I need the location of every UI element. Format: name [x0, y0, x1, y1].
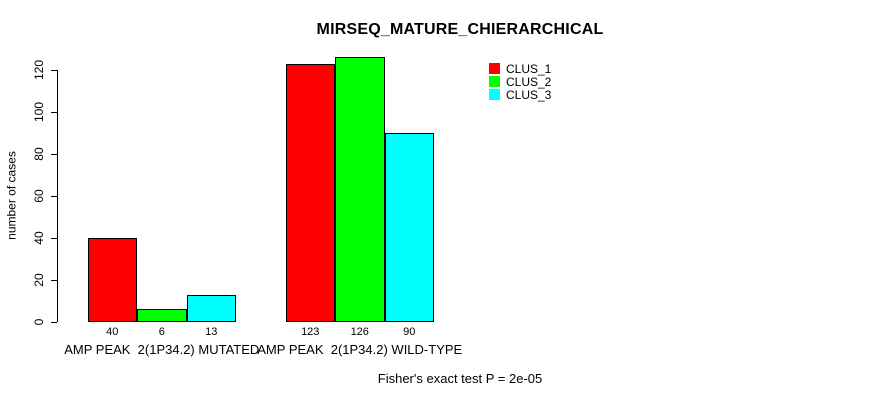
y-axis-tick-label: 0 [32, 318, 46, 326]
bar-value-label: 123 [301, 326, 320, 338]
legend-item-clus_2: CLUS_2 [489, 74, 552, 89]
chart-title: MIRSEQ_MATURE_CHIERARCHICAL [316, 21, 604, 38]
bar-clus_1-group1 [87, 238, 137, 322]
legend: CLUS_1 CLUS_2 CLUS_3 [489, 61, 552, 102]
y-axis-tick-mark [51, 237, 57, 239]
legend-label: CLUS_1 [506, 61, 552, 76]
y-axis-tick-mark [51, 69, 57, 71]
y-axis-label: number of cases [4, 151, 19, 240]
bar-value-label: 40 [106, 326, 119, 338]
legend-label: CLUS_3 [506, 87, 552, 102]
legend-label: CLUS_2 [506, 74, 552, 89]
bar-value-label: 6 [158, 326, 165, 338]
bar-clus_2-group2 [335, 57, 385, 322]
y-axis-tick-mark [51, 195, 57, 197]
legend-item-clus_1: CLUS_1 [489, 61, 552, 76]
legend-item-clus_3: CLUS_3 [489, 87, 552, 102]
y-axis-tick-mark [51, 279, 57, 281]
bar-value-label: 126 [350, 326, 369, 338]
y-axis-tick-label: 60 [32, 189, 46, 203]
y-axis-tick-label: 100 [32, 101, 46, 123]
bar-value-label: 90 [403, 326, 416, 338]
bar-clus_3-group2 [384, 133, 434, 322]
y-axis-tick-label: 20 [32, 273, 46, 287]
y-axis-tick-mark [51, 111, 57, 113]
x-axis-category-label: AMP PEAK 2(1P34.2) WILD-TYPE [257, 342, 463, 357]
legend-swatch-icon [489, 89, 500, 100]
bar-clus_2-group1 [137, 309, 187, 322]
bar-value-label: 13 [205, 326, 218, 338]
x-axis-category-label: AMP PEAK 2(1P34.2) MUTATED [64, 342, 260, 357]
bar-clus_3-group1 [186, 295, 236, 322]
y-axis-tick-mark [51, 321, 57, 323]
y-axis-line [57, 70, 58, 322]
bar-clus_1-group2 [285, 64, 335, 322]
annotation-text: Fisher's exact test P = 2e-05 [377, 371, 543, 386]
legend-swatch-icon [489, 63, 500, 74]
y-axis-tick-mark [51, 153, 57, 155]
y-axis-tick-label: 40 [32, 231, 46, 245]
y-axis-tick-label: 80 [32, 147, 46, 161]
y-axis-tick-label: 120 [32, 59, 46, 81]
legend-swatch-icon [489, 76, 500, 87]
